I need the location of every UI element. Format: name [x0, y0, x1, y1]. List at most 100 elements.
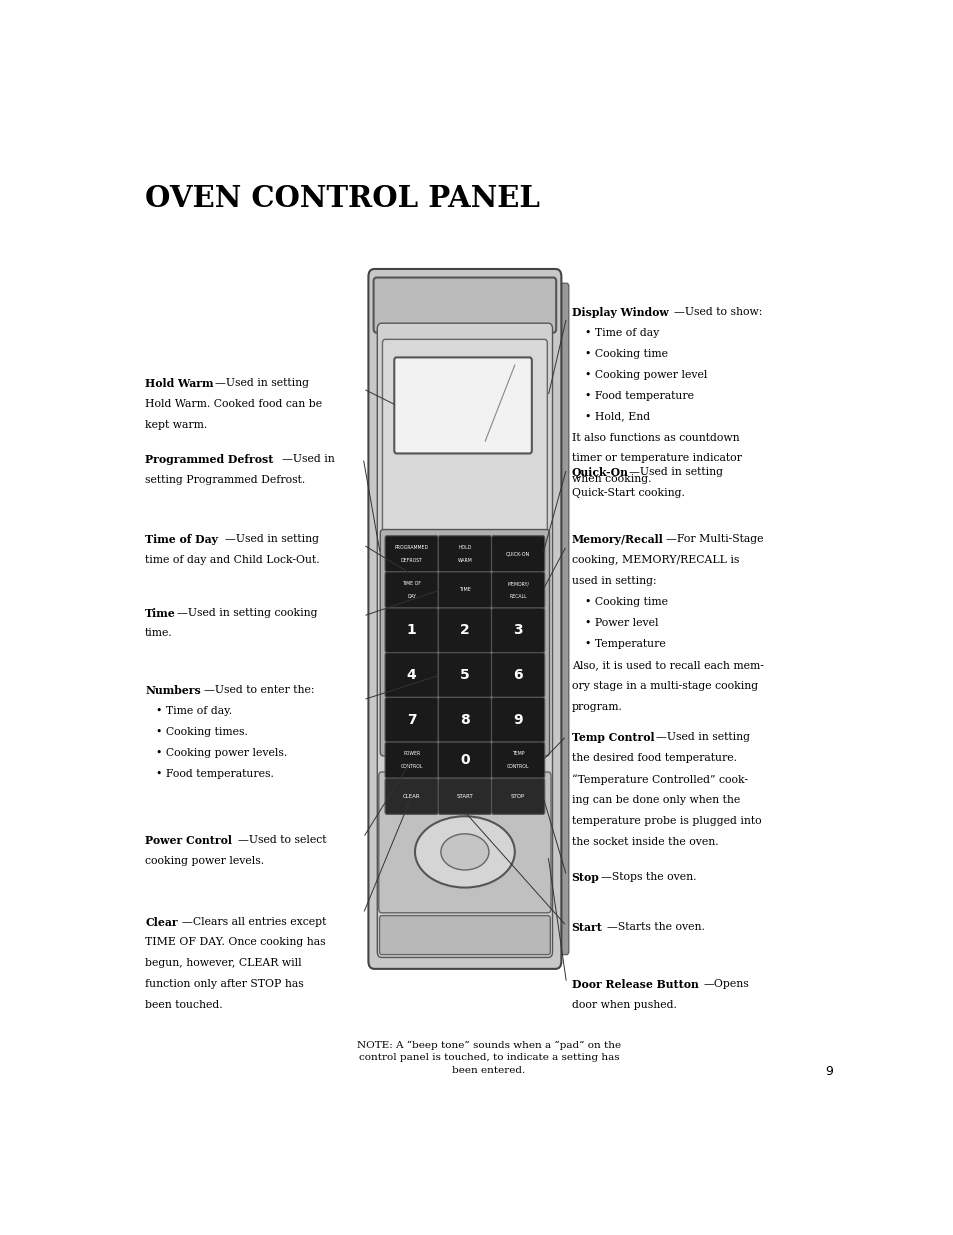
Text: DEFROST: DEFROST: [400, 557, 422, 563]
Text: —Clears all entries except: —Clears all entries except: [182, 916, 326, 926]
Text: DAY: DAY: [407, 594, 416, 599]
Text: program.: program.: [571, 701, 622, 711]
FancyBboxPatch shape: [491, 572, 544, 608]
FancyBboxPatch shape: [379, 915, 550, 955]
FancyBboxPatch shape: [553, 283, 568, 955]
Text: cooking, MEMORY/RECALL is: cooking, MEMORY/RECALL is: [571, 556, 739, 566]
Text: Hold Warm. Cooked food can be: Hold Warm. Cooked food can be: [145, 399, 322, 409]
Text: Stop: Stop: [571, 872, 598, 883]
FancyBboxPatch shape: [491, 608, 544, 652]
Text: “Temperature Controlled” cook-: “Temperature Controlled” cook-: [571, 774, 747, 784]
FancyBboxPatch shape: [437, 742, 491, 778]
FancyBboxPatch shape: [385, 778, 437, 814]
Text: • Hold, End: • Hold, End: [584, 411, 650, 421]
Text: —For Multi-Stage: —For Multi-Stage: [665, 535, 763, 545]
Text: Clear: Clear: [145, 916, 177, 927]
Text: kept warm.: kept warm.: [145, 420, 207, 430]
Text: • Cooking power level: • Cooking power level: [584, 369, 707, 380]
Text: • Cooking power levels.: • Cooking power levels.: [156, 748, 287, 758]
Text: 0: 0: [459, 753, 469, 767]
Text: —Used to select: —Used to select: [238, 835, 327, 845]
Text: WARM: WARM: [457, 557, 472, 563]
Text: time.: time.: [145, 629, 172, 638]
Text: It also functions as countdown: It also functions as countdown: [571, 432, 739, 442]
Text: • Cooking time: • Cooking time: [584, 348, 667, 359]
Text: CLEAR: CLEAR: [402, 794, 420, 799]
FancyBboxPatch shape: [385, 572, 437, 608]
Text: NOTE: A “beep tone” sounds when a “pad” on the
control panel is touched, to indi: NOTE: A “beep tone” sounds when a “pad” …: [356, 1040, 620, 1074]
Text: RECALL: RECALL: [509, 594, 526, 599]
Text: Memory/Recall: Memory/Recall: [571, 535, 663, 546]
Text: POWER: POWER: [402, 751, 420, 756]
Text: 7: 7: [406, 713, 416, 726]
FancyBboxPatch shape: [385, 536, 437, 572]
FancyBboxPatch shape: [374, 278, 556, 332]
FancyBboxPatch shape: [437, 536, 491, 572]
Text: —Used in: —Used in: [282, 454, 335, 464]
Text: —Opens: —Opens: [702, 979, 748, 989]
Text: door when pushed.: door when pushed.: [571, 1000, 676, 1010]
FancyBboxPatch shape: [380, 530, 549, 756]
Text: —Used in setting: —Used in setting: [656, 732, 749, 742]
FancyBboxPatch shape: [385, 698, 437, 742]
Text: OVEN CONTROL PANEL: OVEN CONTROL PANEL: [145, 184, 539, 214]
Text: used in setting:: used in setting:: [571, 576, 656, 587]
Text: 3: 3: [513, 624, 522, 637]
Text: • Food temperature: • Food temperature: [584, 390, 694, 400]
FancyBboxPatch shape: [437, 698, 491, 742]
Text: Numbers: Numbers: [145, 685, 201, 697]
Ellipse shape: [440, 834, 488, 869]
Text: —Used to enter the:: —Used to enter the:: [204, 685, 314, 695]
Text: CONTROL: CONTROL: [400, 764, 422, 769]
Text: —Stops the oven.: —Stops the oven.: [600, 872, 696, 882]
FancyBboxPatch shape: [382, 340, 547, 532]
Text: Kenmore: Kenmore: [435, 508, 495, 521]
Text: 4: 4: [406, 668, 416, 682]
FancyBboxPatch shape: [394, 357, 531, 453]
Text: TEMP: TEMP: [512, 751, 524, 756]
Text: been touched.: been touched.: [145, 1000, 222, 1010]
Text: setting Programmed Defrost.: setting Programmed Defrost.: [145, 475, 305, 485]
Text: 8: 8: [459, 713, 469, 726]
Text: ing can be done only when the: ing can be done only when the: [571, 795, 740, 805]
Text: —Starts the oven.: —Starts the oven.: [606, 923, 704, 932]
FancyBboxPatch shape: [368, 269, 560, 969]
Text: function only after STOP has: function only after STOP has: [145, 979, 304, 989]
FancyBboxPatch shape: [385, 608, 437, 652]
Text: cooking power levels.: cooking power levels.: [145, 856, 264, 866]
Text: timer or temperature indicator: timer or temperature indicator: [571, 453, 740, 463]
Text: PROGRAMMED: PROGRAMMED: [395, 545, 428, 550]
Text: Programmed Defrost: Programmed Defrost: [145, 454, 274, 466]
FancyBboxPatch shape: [491, 742, 544, 778]
Text: • Temperature: • Temperature: [584, 638, 665, 648]
Text: the socket inside the oven.: the socket inside the oven.: [571, 836, 718, 847]
Text: CONTROL: CONTROL: [506, 764, 529, 769]
Text: —Used in setting: —Used in setting: [215, 378, 309, 388]
FancyBboxPatch shape: [376, 324, 552, 957]
FancyBboxPatch shape: [378, 772, 551, 913]
Text: Time of Day: Time of Day: [145, 535, 218, 546]
FancyBboxPatch shape: [385, 742, 437, 778]
Text: —Used to show:: —Used to show:: [673, 308, 761, 317]
FancyBboxPatch shape: [385, 652, 437, 698]
FancyBboxPatch shape: [437, 572, 491, 608]
FancyBboxPatch shape: [437, 778, 491, 814]
Text: Start: Start: [571, 923, 602, 934]
Text: TIME OF: TIME OF: [402, 582, 420, 587]
Text: Door Release Button: Door Release Button: [571, 979, 698, 990]
Text: • Cooking time: • Cooking time: [584, 597, 667, 608]
FancyBboxPatch shape: [491, 536, 544, 572]
Text: Quick-Start cooking.: Quick-Start cooking.: [571, 488, 684, 498]
Ellipse shape: [415, 816, 515, 888]
Text: ory stage in a multi-stage cooking: ory stage in a multi-stage cooking: [571, 680, 757, 690]
FancyBboxPatch shape: [437, 652, 491, 698]
FancyBboxPatch shape: [491, 778, 544, 814]
Text: 2: 2: [459, 624, 469, 637]
Text: time of day and Child Lock-Out.: time of day and Child Lock-Out.: [145, 556, 319, 566]
Text: Display Window: Display Window: [571, 308, 668, 317]
Text: when cooking.: when cooking.: [571, 474, 651, 484]
Text: QUICK-ON: QUICK-ON: [505, 551, 530, 556]
Text: —Used in setting cooking: —Used in setting cooking: [176, 608, 317, 618]
Text: 6: 6: [513, 668, 522, 682]
Text: MEMORY/: MEMORY/: [507, 582, 529, 587]
